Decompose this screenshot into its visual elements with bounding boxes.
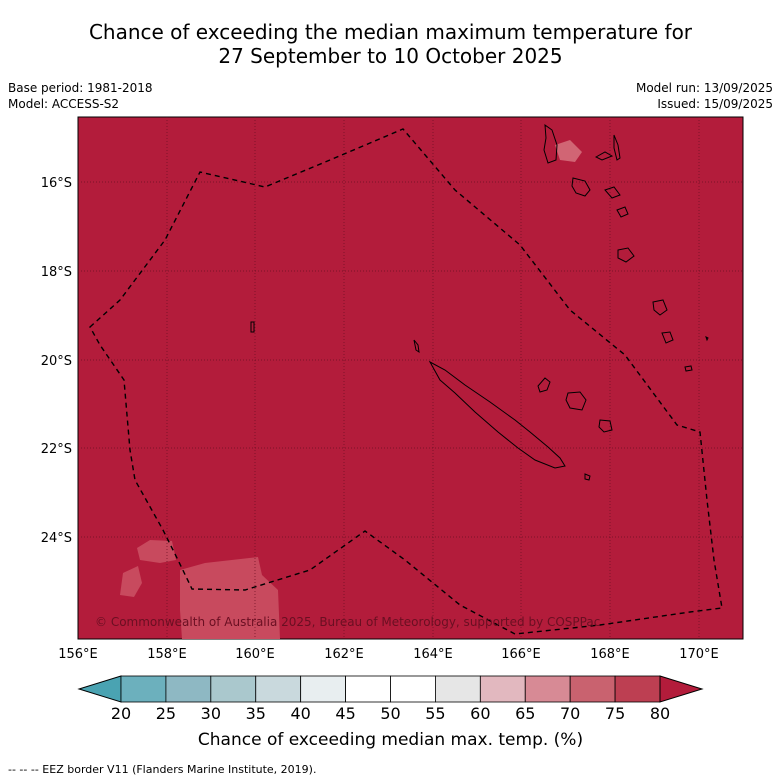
colorbar-swatch [569, 675, 616, 703]
colorbar-tick-label: 35 [246, 704, 266, 723]
lat-label: 18°S [41, 265, 72, 280]
vanuatu-efate [616, 206, 629, 218]
lon-label: 156°E [58, 647, 98, 662]
map-area [77, 116, 744, 640]
lon-label: 158°E [147, 647, 187, 662]
lat-label: 16°S [41, 176, 72, 191]
colorbar-tick-label: 30 [201, 704, 221, 723]
colorbar-tick-label: 75 [605, 704, 625, 723]
map-title-line1: Chance of exceeding the median maximum t… [88, 20, 693, 44]
hunter-island [705, 336, 709, 342]
lon-label: 170°E [679, 647, 719, 662]
vanuatu-malekula [571, 177, 591, 197]
isle-of-pines [584, 473, 591, 481]
matthew-island [684, 365, 693, 372]
colorbar-swatch [614, 675, 661, 703]
lon-label: 166°E [501, 647, 541, 662]
lon-label: 164°E [413, 647, 453, 662]
lon-label: 168°E [590, 647, 630, 662]
map-title-line2: 27 September to 10 October 2025 [218, 44, 563, 68]
colorbar-tick-label: 40 [290, 704, 310, 723]
colorbar: 20 25 30 35 40 45 50 55 60 65 70 75 80 [77, 675, 704, 723]
colorbar-swatch [120, 675, 167, 703]
colorbar-title: Chance of exceeding median max. temp. (%… [197, 730, 584, 750]
model-run: Model run: 13/09/2025 [635, 81, 773, 95]
meta-right: Model run: 13/09/2025 Issued: 15/09/2025 [636, 80, 773, 112]
graticule [78, 117, 743, 639]
colorbar-swatch [210, 675, 257, 703]
vanuatu-pentecost [613, 134, 621, 161]
colorbar-swatch [479, 675, 526, 703]
eez-footnote: -- -- -- EEZ border V11 (Flanders Marine… [8, 763, 317, 776]
lat-label: 22°S [41, 442, 72, 457]
base-period: Base period: 1981-2018 [8, 81, 153, 95]
vanuatu-espiritu-santo [543, 123, 558, 164]
eez-border [89, 128, 723, 635]
colorbar-tick-label: 70 [560, 704, 580, 723]
vanuatu-erromango [617, 247, 635, 263]
loyalty-island-lifou [565, 391, 587, 411]
loyalty-island-mare [598, 419, 613, 433]
lat-label: 24°S [41, 531, 72, 546]
colorbar-tick-label: 65 [515, 704, 535, 723]
colorbar-extend-high [659, 675, 704, 703]
new-caledonia-island [428, 360, 566, 469]
lon-label: 160°E [235, 647, 275, 662]
colorbar-swatch [524, 675, 571, 703]
vanuatu-epi [604, 186, 621, 199]
colorbar-swatch [390, 675, 436, 703]
colorbar-swatch [255, 675, 302, 703]
vanuatu-aneityum [661, 331, 674, 344]
vanuatu-ambrym [594, 151, 614, 161]
colorbar-tick-label: 25 [156, 704, 176, 723]
lon-label: 162°E [324, 647, 364, 662]
issued-date: Issued: 15/09/2025 [657, 97, 773, 111]
colorbar-tick-label: 45 [335, 704, 355, 723]
colorbar-swatch [300, 675, 346, 703]
chesterfield-islet [250, 321, 255, 333]
model-name: Model: ACCESS-S2 [8, 97, 120, 111]
loyalty-island-ouvea [537, 377, 551, 393]
colorbar-swatch [435, 675, 481, 703]
lat-label: 20°S [41, 354, 72, 369]
colorbar-extend-low [77, 675, 122, 703]
meta-left: Base period: 1981-2018 Model: ACCESS-S2 [8, 80, 153, 112]
coastlines [250, 123, 709, 481]
colorbar-tick-label: 55 [425, 704, 445, 723]
colorbar-tick-label: 60 [470, 704, 490, 723]
vanuatu-tanna [652, 299, 668, 316]
colorbar-swatch [165, 675, 212, 703]
colorbar-swatch [345, 675, 391, 703]
belep-islands [413, 339, 420, 354]
colorbar-tick-label: 50 [380, 704, 400, 723]
colorbar-tick-label: 20 [111, 704, 131, 723]
longitude-labels: 156°E 158°E 160°E 162°E 164°E 166°E 168°… [58, 647, 719, 662]
latitude-labels: 16°S 18°S 20°S 22°S 24°S [41, 176, 72, 546]
colorbar-tick-label: 80 [650, 704, 670, 723]
copyright-notice: © Commonwealth of Australia 2025, Bureau… [95, 615, 600, 629]
